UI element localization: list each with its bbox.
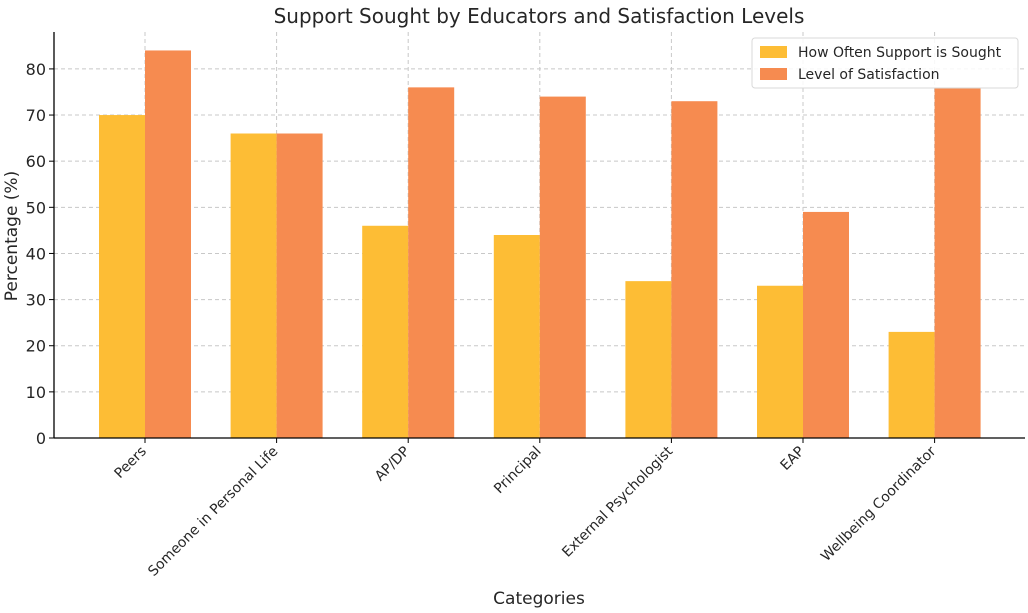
x-tick-label: Peers (111, 444, 149, 482)
legend-frame (751, 37, 1019, 89)
x-tick-label: AP/DP (372, 444, 413, 485)
y-tick-label: 60 (26, 152, 46, 171)
y-tick-label: 0 (36, 429, 46, 448)
legend-swatch (760, 68, 787, 80)
x-tick-label: Principal (491, 444, 545, 498)
bar-sought (99, 115, 145, 438)
bar-satisfaction (671, 101, 718, 439)
bar-sought (230, 133, 277, 438)
y-tick-label: 70 (26, 106, 46, 125)
legend-label: Level of Satisfaction (798, 67, 940, 83)
x-tick-label: External Psychologist (559, 443, 676, 560)
x-tick-label: EAP (778, 444, 808, 474)
bar-sought (362, 225, 409, 438)
bar-sought (757, 285, 803, 438)
chart-title: Support Sought by Educators and Satisfac… (274, 4, 805, 28)
y-tick-label: 80 (26, 60, 46, 79)
bar-satisfaction (539, 96, 586, 438)
bar-satisfaction (276, 133, 323, 438)
bar-sought (888, 331, 935, 438)
legend-label: How Often Support is Sought (798, 45, 1002, 61)
bars (99, 50, 981, 439)
legend: How Often Support is Sought Level of Sati… (751, 37, 1019, 89)
y-axis-label: Percentage (%) (2, 171, 22, 301)
bar-satisfaction (934, 87, 981, 438)
bar-satisfaction (408, 87, 455, 438)
y-tick-label: 30 (26, 291, 46, 310)
bar-sought (493, 235, 540, 438)
y-tick-label: 40 (26, 244, 46, 263)
bar-satisfaction (145, 50, 191, 439)
y-tick-label: 50 (26, 198, 46, 217)
x-axis-label: Categories (493, 589, 585, 608)
y-tick-label: 10 (26, 383, 46, 402)
y-tick-label: 20 (26, 337, 46, 356)
x-tick-label: Someone in Personal Life (145, 444, 281, 580)
bar-satisfaction (803, 211, 849, 438)
legend-swatch (760, 46, 787, 58)
x-tick-label: Wellbeing Coordinator (818, 443, 939, 564)
bar-sought (625, 281, 672, 438)
